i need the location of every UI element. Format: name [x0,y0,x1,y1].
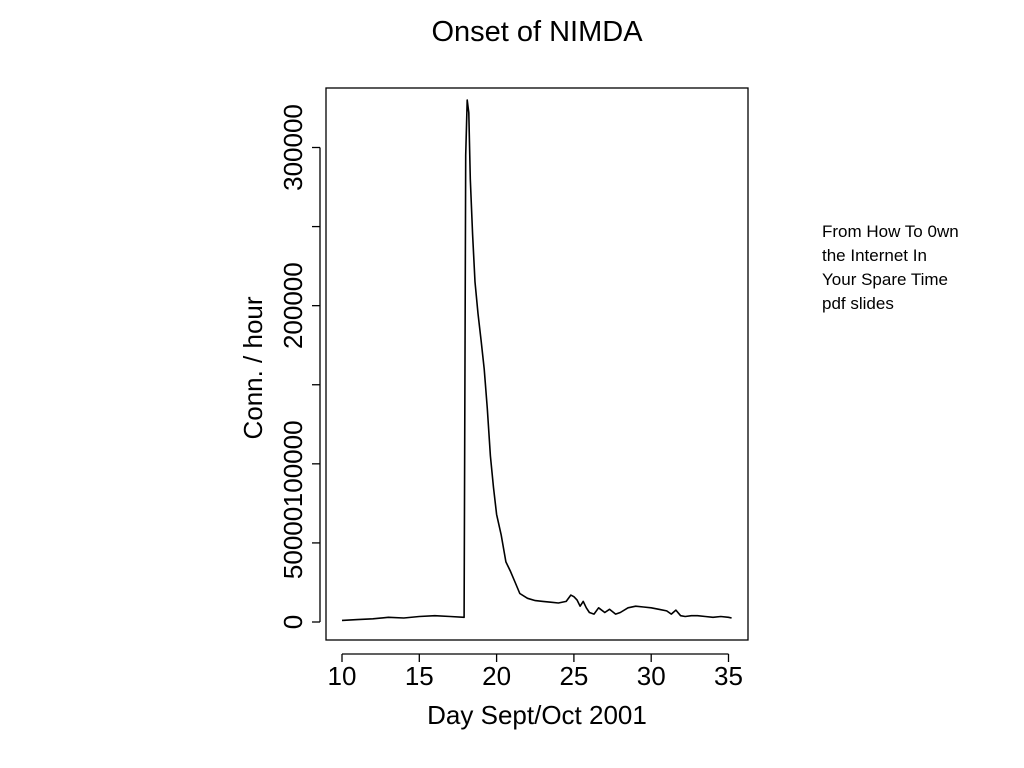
x-tick-label: 20 [482,661,511,691]
x-axis: 10 15 20 25 30 35 [328,653,743,691]
y-tick-label: 50000 [278,507,308,579]
x-tick-label: 35 [714,661,743,691]
x-tick-label: 15 [405,661,434,691]
y-tick-label: 300000 [278,104,308,191]
y-axis-title: Conn. / hour [238,296,268,439]
x-tick-label: 30 [637,661,666,691]
plot-frame [325,87,749,641]
chart-title: Onset of NIMDA [431,16,643,48]
x-tick-label: 25 [559,661,588,691]
y-tick-label: 100000 [278,420,308,507]
y-tick-label: 0 [278,615,308,629]
x-axis-title: Day Sept/Oct 2001 [427,700,647,730]
y-tick-label: 200000 [278,262,308,349]
source-note: From How To 0wn the Internet In Your Spa… [822,222,959,313]
series-line-connections [341,99,732,622]
x-tick-label: 10 [328,661,357,691]
